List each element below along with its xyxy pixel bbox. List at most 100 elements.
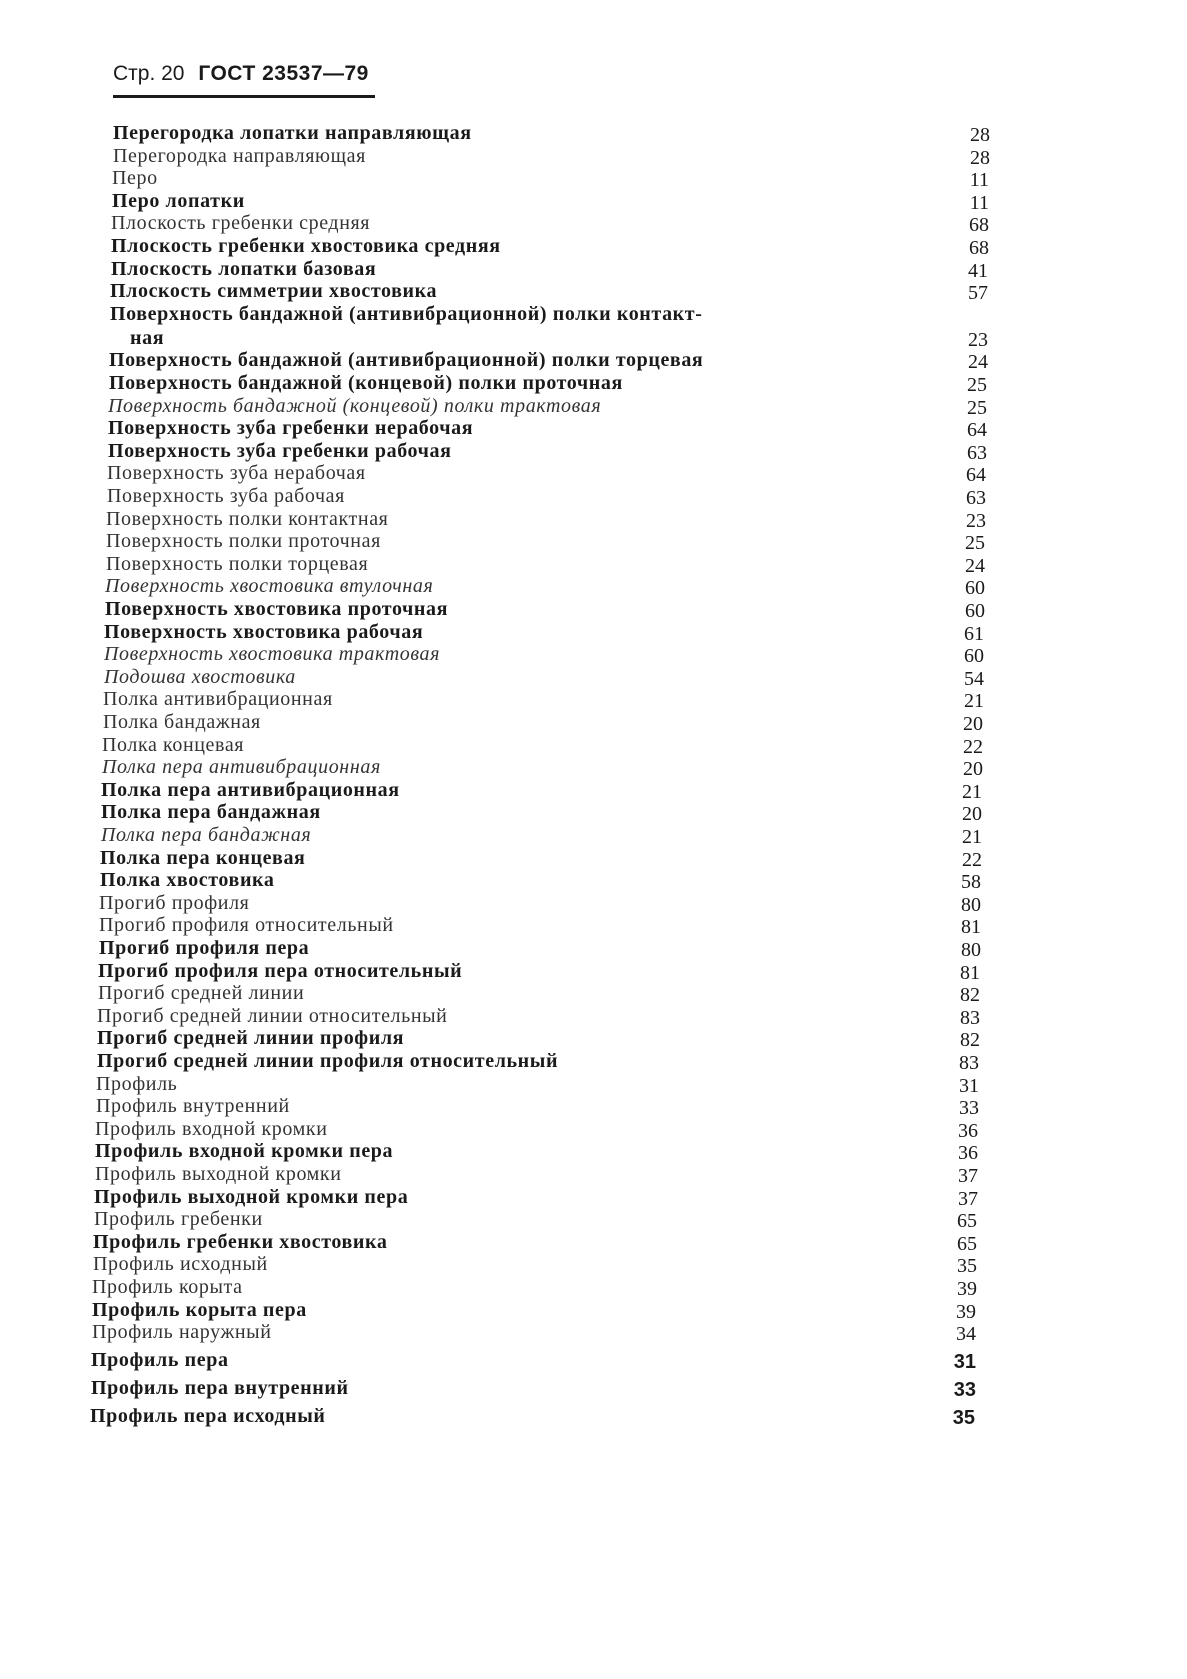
index-term: Прогиб средней линии: [98, 982, 305, 1005]
index-term: Поверхность зуба рабочая: [107, 485, 345, 507]
index-page-number: 33: [953, 1379, 976, 1402]
index-term: Прогиб профиля пера относительный: [98, 959, 463, 982]
index-page-number: 83: [959, 1052, 979, 1074]
index-term-continuation: ная: [130, 326, 165, 349]
index-term: Плоскость лопатки базовая: [111, 257, 377, 280]
index-page-number: 35: [957, 1255, 977, 1278]
index-term: Профиль выходной кромки пера: [94, 1185, 409, 1208]
index-page-number: 81: [961, 916, 981, 939]
index-page-number: 54: [964, 667, 984, 690]
index-term: Плоскость гребенки средняя: [111, 212, 371, 235]
index-page-number: 33: [959, 1097, 979, 1120]
index-page-number: 68: [969, 214, 989, 237]
index-page-number: 80: [961, 939, 981, 961]
index-page-number: 64: [967, 419, 987, 442]
index-term: Профиль пера внутренний: [91, 1377, 349, 1400]
index-page-number: 25: [967, 396, 987, 419]
index-page-number: 57: [968, 282, 988, 305]
index-term: Профиль корыта: [92, 1276, 243, 1298]
index-term: Поверхность хвостовика трактовая: [104, 643, 440, 666]
index-term: Профиль внутренний: [96, 1095, 290, 1118]
index-term: Поверхность полки торцевая: [106, 552, 369, 575]
index-term: Прогиб средней линии профиля: [97, 1027, 405, 1050]
index-term: Профиль входной кромки пера: [95, 1140, 394, 1163]
index-term: Профиль гребенки: [94, 1208, 263, 1231]
index-page-number: 60: [965, 600, 985, 622]
index-term: Профиль корыта пера: [92, 1298, 307, 1321]
index-page-number: 11: [969, 169, 989, 192]
index-page-number: 41: [968, 259, 988, 282]
index-term: Перегородка лопатки направляющая: [113, 122, 472, 144]
index-page-number: 58: [961, 871, 981, 894]
index-page-number: 63: [966, 487, 986, 509]
index-term: Полка антивибрационная: [103, 688, 333, 711]
index-term: Прогиб профиля: [99, 891, 250, 914]
index-term: Прогиб профиля относительный: [99, 914, 394, 937]
index-page-number: 28: [970, 124, 990, 146]
index-term: Полка пера антивибрационная: [102, 756, 381, 779]
index-term: Полка хвостовика: [100, 869, 275, 892]
index-term: Профиль пера исходный: [90, 1405, 326, 1428]
index-page-number: 80: [961, 893, 981, 916]
index-page-number: 24: [965, 554, 985, 577]
index-page-number: 60: [965, 577, 985, 600]
index-page-number: 83: [960, 1006, 980, 1029]
index-page-number: 25: [965, 532, 985, 555]
index-page-number: 39: [956, 1300, 976, 1323]
index-term: Профиль исходный: [93, 1253, 268, 1276]
index-page-number: 81: [960, 961, 980, 984]
index-page-number: 25: [967, 374, 987, 396]
index-page-number: 60: [964, 645, 984, 668]
index-page-number: 65: [957, 1210, 977, 1233]
index-page-number: 21: [962, 826, 982, 848]
header-divider: [113, 95, 375, 98]
index-term: Поверхность бандажной (концевой) полки т…: [108, 394, 602, 417]
index-term: Профиль гребенки хвостовика: [93, 1230, 388, 1253]
index-term: Прогиб средней линии профиля относительн…: [97, 1050, 559, 1072]
index-term: Поверхность хвостовика втулочная: [105, 575, 434, 598]
index-page-number: 24: [968, 351, 988, 374]
index-page-number: 34: [956, 1323, 976, 1346]
index-term: Поверхность хвостовика проточная: [105, 598, 449, 620]
index-page-number: 23: [966, 509, 986, 532]
index-page-number: 39: [957, 1278, 977, 1300]
index-page-number: 31: [953, 1351, 976, 1374]
index-term: Поверхность хвостовика рабочая: [104, 620, 424, 643]
index-page-number: 61: [964, 622, 984, 645]
index-term: Поверхность бандажной (антивибрационной)…: [110, 302, 703, 325]
index-term: Профиль пера: [91, 1349, 229, 1372]
index-term: Подошва хвостовика: [104, 665, 296, 688]
index-term: Прогиб профиля пера: [99, 937, 310, 959]
index-term: Поверхность бандажной (концевой) полки п…: [109, 372, 623, 394]
index-page-number: 11: [969, 191, 989, 214]
index-page-number: 23: [968, 328, 988, 351]
index-page-number: 22: [962, 848, 982, 871]
index-term: Поверхность бандажной (антивибрационной)…: [109, 349, 704, 372]
index-page-number: 64: [966, 464, 986, 487]
index-term: Полка пера бандажная: [101, 824, 312, 846]
index-term: Полка бандажная: [103, 711, 261, 733]
index-term: Профиль выходной кромки: [95, 1163, 342, 1185]
index-page-number: 36: [958, 1119, 978, 1142]
index-page-number: 36: [958, 1142, 978, 1165]
index-term: Поверхность зуба гребенки нерабочая: [108, 417, 474, 440]
index-term: Профиль наружный: [92, 1321, 272, 1344]
index-page-number: 63: [967, 441, 987, 464]
index-term: Профиль входной кромки: [95, 1117, 328, 1140]
page-header: Стр. 20 ГОСТ 23537—79: [113, 62, 369, 86]
index-term: Перо: [112, 167, 158, 190]
index-page-number: 65: [957, 1232, 977, 1255]
index-term: Поверхность зуба нерабочая: [107, 462, 366, 485]
index-page-number: 82: [960, 984, 980, 1007]
index-term: Полка пера бандажная: [101, 801, 321, 824]
page-number: Стр. 20: [113, 62, 185, 85]
index-term: Поверхность полки проточная: [106, 530, 381, 553]
index-page-number: 20: [963, 758, 983, 781]
standard-code: ГОСТ 23537—79: [198, 62, 369, 85]
index-term: Полка концевая: [102, 733, 245, 756]
index-term: Поверхность зуба гребенки рабочая: [108, 439, 452, 462]
index-page-number: 22: [963, 735, 983, 758]
index-term: Перегородка направляющая: [113, 144, 366, 167]
index-page-number: 37: [958, 1165, 978, 1187]
index-term: Плоскость симметрии хвостовика: [110, 280, 438, 303]
